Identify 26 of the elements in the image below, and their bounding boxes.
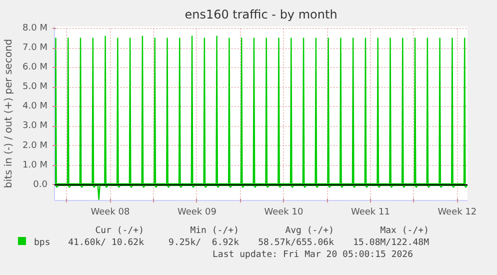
y-tick-label: 2.0 M — [22, 140, 48, 151]
text: Last update: Fri Mar 20 05:00:15 2026 — [212, 249, 414, 261]
y-tick-label: 7.0 M — [22, 43, 48, 54]
y-tick-label: 6.0 M — [22, 62, 48, 73]
x-tick-label: Week 12 — [438, 208, 477, 218]
legend-label: bps — [34, 237, 52, 249]
text: 58.57k/655.06k — [257, 237, 334, 249]
y-tick-label: 0.0 — [33, 180, 48, 190]
text: 15.08M/122.48M — [352, 237, 429, 249]
chart-title: ens160 traffic - by month — [184, 8, 338, 22]
text: 9.25k/ 6.92k — [168, 237, 239, 249]
text: 41.60k/ 10.62k — [67, 237, 144, 249]
text: Avg (-/+) — [284, 225, 334, 237]
x-tick-label: Week 09 — [178, 208, 217, 218]
y-tick-label: 8.0 M — [22, 23, 48, 34]
y-axis-title: bits in (-) / out (+) per second — [4, 38, 15, 188]
text: Min (-/+) — [189, 225, 239, 237]
y-tick-label: 4.0 M — [22, 102, 48, 112]
x-tick-label: Week 10 — [264, 208, 304, 218]
text: Max (-/+) — [379, 225, 429, 237]
y-tick-label: 5.0 M — [22, 82, 48, 92]
text: Cur (-/+) — [94, 225, 144, 237]
x-tick-label: Week 11 — [350, 208, 390, 218]
y-tick-label: 1.0 M — [22, 160, 48, 170]
x-tick-label: Week 08 — [90, 208, 130, 218]
y-tick-label: 3.0 M — [22, 121, 48, 132]
